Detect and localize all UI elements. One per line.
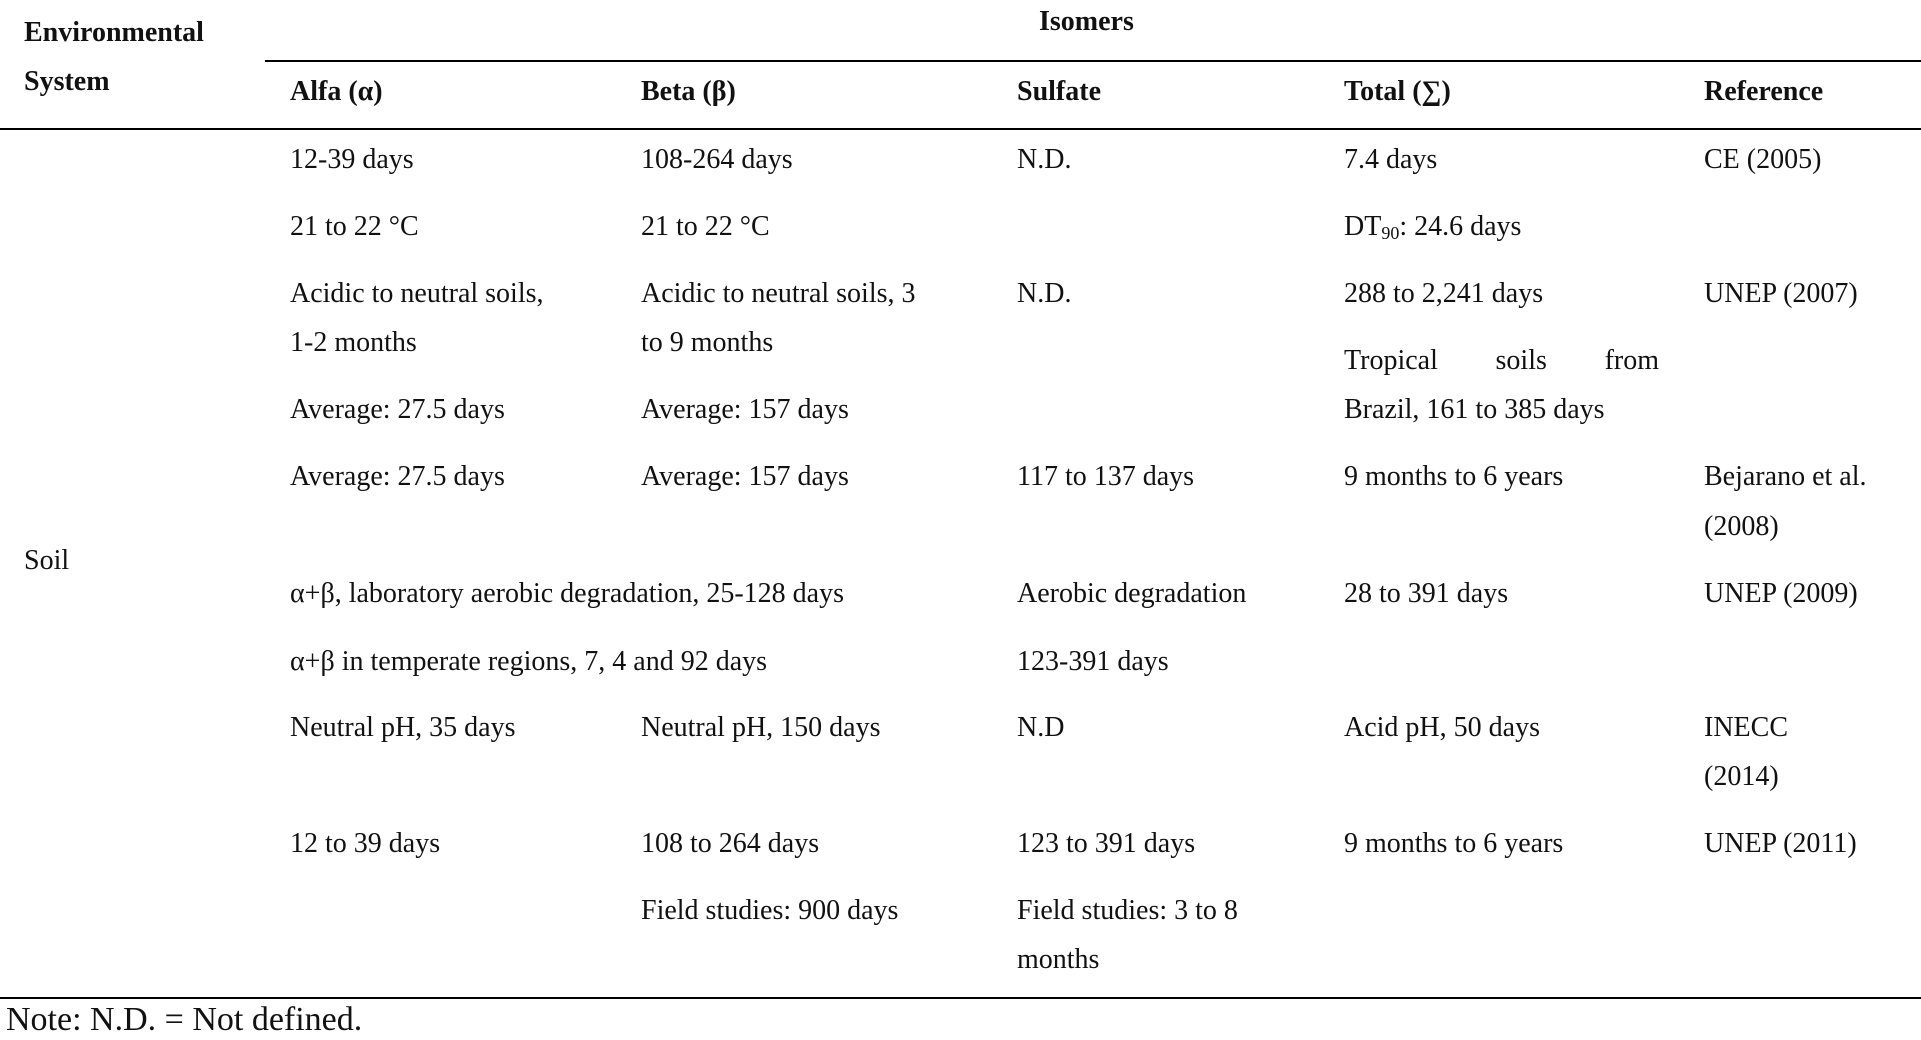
unep2007-total-tropical: Tropical soils from [1344, 341, 1659, 381]
unep2009-reference: UNEP (2009) [1704, 578, 1858, 609]
unep2011-beta: 108 to 264 days [641, 828, 820, 859]
unep2007-beta-avg: Average: 157 days [641, 394, 849, 425]
ce-reference: CE (2005) [1704, 144, 1822, 175]
bejarano-beta: Average: 157 days [641, 461, 849, 492]
ce-total: 7.4 days [1344, 144, 1438, 175]
dt-label: DT [1344, 211, 1382, 242]
ce-sulfate: N.D. [1017, 144, 1072, 175]
unep2009-sulfate-days: 123-391 days [1017, 646, 1169, 677]
unep2009-alfa-beta-temperate: α+β in temperate regions, 7, 4 and 92 da… [290, 646, 768, 677]
inecc-reference-year: (2014) [1704, 761, 1779, 792]
ce-alfa-temp: 21 to 22 °C [290, 211, 419, 242]
unep2011-total: 9 months to 6 years [1344, 828, 1564, 859]
bejarano-reference: Bejarano et al. [1704, 461, 1867, 492]
unep2009-sulfate: Aerobic degradation [1017, 578, 1247, 609]
unep2007-total-brazil: Brazil, 161 to 385 days [1344, 394, 1605, 425]
unep2007-alfa-avg: Average: 27.5 days [290, 394, 505, 425]
word: Tropical [1344, 345, 1438, 376]
table-bottom-rule [0, 997, 1921, 999]
unep2007-sulfate: N.D. [1017, 278, 1072, 309]
unep2007-alfa: Acidic to neutral soils, [290, 278, 544, 309]
inecc-sulfate: N.D [1017, 712, 1065, 743]
bejarano-total: 9 months to 6 years [1344, 461, 1564, 492]
header-isomers: Isomers [1039, 6, 1134, 37]
word: from [1604, 345, 1659, 376]
header-sulfate: Sulfate [1017, 76, 1101, 107]
unep2011-alfa: 12 to 39 days [290, 828, 441, 859]
header-alfa: Alfa (α) [290, 76, 383, 107]
word: soils [1495, 345, 1547, 376]
unep2007-beta: Acidic to neutral soils, 3 [641, 278, 916, 309]
unep2009-total: 28 to 391 days [1344, 578, 1509, 609]
unep2007-beta-2: to 9 months [641, 327, 774, 358]
header-rule-bottom [0, 128, 1921, 130]
ce-beta-temp: 21 to 22 °C [641, 211, 770, 242]
unep2011-beta-field: Field studies: 900 days [641, 895, 899, 926]
unep2011-sulfate-months: months [1017, 944, 1100, 975]
system-soil: Soil [24, 545, 70, 576]
inecc-alfa: Neutral pH, 35 days [290, 712, 516, 743]
unep2007-alfa-2: 1-2 months [290, 327, 417, 358]
dt-subscript: 90 [1381, 223, 1400, 243]
inecc-reference: INECC [1704, 712, 1788, 743]
inecc-total: Acid pH, 50 days [1344, 712, 1540, 743]
unep2009-alfa-beta: α+β, laboratory aerobic degradation, 25-… [290, 578, 844, 609]
bejarano-reference-year: (2008) [1704, 511, 1779, 542]
unep2011-sulfate-field: Field studies: 3 to 8 [1017, 895, 1238, 926]
bejarano-alfa: Average: 27.5 days [290, 461, 505, 492]
header-total: Total (∑) [1344, 76, 1451, 107]
header-rule-isomers [265, 60, 1921, 62]
table-note: Note: N.D. = Not defined. [6, 1001, 363, 1038]
header-environmental-system-line2: System [24, 66, 110, 97]
bejarano-sulfate: 117 to 137 days [1017, 461, 1195, 492]
inecc-beta: Neutral pH, 150 days [641, 712, 881, 743]
unep2011-sulfate: 123 to 391 days [1017, 828, 1196, 859]
ce-total-dt90: DT90: 24.6 days [1344, 207, 1521, 247]
dt-value: : 24.6 days [1399, 211, 1522, 242]
header-environmental-system: Environmental [24, 17, 204, 48]
header-beta: Beta (β) [641, 76, 736, 107]
unep2007-total: 288 to 2,241 days [1344, 278, 1544, 309]
unep2011-reference: UNEP (2011) [1704, 828, 1857, 859]
header-reference: Reference [1704, 76, 1824, 107]
ce-beta: 108-264 days [641, 144, 793, 175]
unep2007-reference: UNEP (2007) [1704, 278, 1858, 309]
ce-alfa: 12-39 days [290, 144, 414, 175]
